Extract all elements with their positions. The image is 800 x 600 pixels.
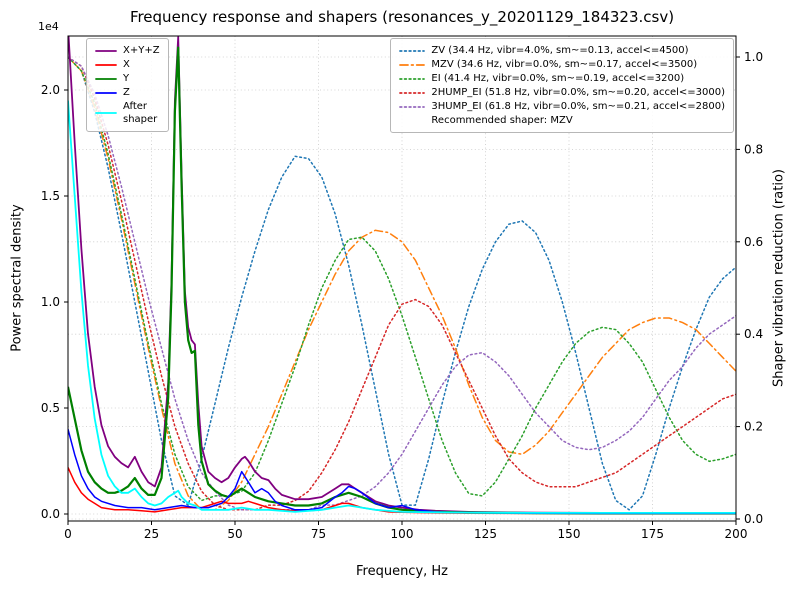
tick-label: 0 <box>64 527 72 541</box>
legend-item-EI: EI (41.4 Hz, vibr=0.0%, sm~=0.19, accel<… <box>399 72 725 85</box>
legend-label: MZV (34.6 Hz, vibr=0.0%, sm~=0.17, accel… <box>431 59 698 70</box>
tick-label: 75 <box>311 527 326 541</box>
tick-label: 150 <box>558 527 581 541</box>
series-y <box>68 46 736 515</box>
series-sum <box>68 36 736 515</box>
tick-label: 0.5 <box>41 401 60 415</box>
tick-label: 0.0 <box>41 507 60 521</box>
legend-label: Z <box>123 87 130 98</box>
legend-label: X <box>123 59 130 70</box>
left-axis-offset-label: 1e4 <box>38 20 59 33</box>
psd-curves <box>68 36 736 515</box>
tick-label: 0.4 <box>744 327 763 341</box>
legend-label: Y <box>123 73 130 84</box>
legend-line-swatch <box>399 63 426 66</box>
tick-label: 1.5 <box>41 189 60 203</box>
legend-item-ZV: ZV (34.4 Hz, vibr=4.0%, sm~=0.13, accel<… <box>399 44 725 57</box>
left-axis-title: Power spectral density <box>9 204 25 352</box>
legend-item-recommended-shaper: Recommended shaper: MZV <box>399 114 725 127</box>
series-2HUMP_EI <box>68 56 736 511</box>
series-3HUMP_EI <box>68 56 736 511</box>
tick-label: 0.6 <box>744 235 763 249</box>
psd-legend: X+Y+Z X Y Z After shaper <box>86 38 169 132</box>
legend-line-swatch <box>399 77 426 80</box>
tick-label: 0.8 <box>744 142 763 156</box>
tick-label: 175 <box>641 527 664 541</box>
series-MZV <box>68 56 736 511</box>
legend-line-swatch <box>95 49 117 52</box>
series-x <box>68 467 736 515</box>
shaper-curves <box>68 56 736 511</box>
axis-ticks <box>64 56 740 525</box>
legend-line-swatch <box>399 105 426 108</box>
legend-line-swatch <box>399 49 426 52</box>
legend-item-sum: X+Y+Z <box>95 44 160 57</box>
tick-label: 1.0 <box>41 295 60 309</box>
tick-label: 100 <box>391 527 414 541</box>
shaper-legend: ZV (34.4 Hz, vibr=4.0%, sm~=0.13, accel<… <box>390 38 734 133</box>
legend-item-z: Z <box>95 86 160 99</box>
tick-label: 25 <box>144 527 159 541</box>
tick-label: 125 <box>474 527 497 541</box>
tick-label: 50 <box>227 527 242 541</box>
tick-label: 200 <box>725 527 748 541</box>
legend-label: X+Y+Z <box>123 45 160 56</box>
legend-label: EI (41.4 Hz, vibr=0.0%, sm~=0.19, accel<… <box>431 73 685 84</box>
tick-label: 0.2 <box>744 420 763 434</box>
legend-item-x: X <box>95 58 160 71</box>
legend-line-swatch <box>95 63 117 66</box>
recommended-shaper-text: Recommended shaper: MZV <box>431 115 573 126</box>
legend-line-swatch <box>95 77 117 80</box>
legend-item-2HUMP_EI: 2HUMP_EI (51.8 Hz, vibr=0.0%, sm~=0.20, … <box>399 86 725 99</box>
x-axis-title: Frequency, Hz <box>355 564 449 579</box>
series-EI <box>68 56 736 502</box>
legend-item-3HUMP_EI: 3HUMP_EI (61.8 Hz, vibr=0.0%, sm~=0.21, … <box>399 100 725 113</box>
legend-item-MZV: MZV (34.6 Hz, vibr=0.0%, sm~=0.17, accel… <box>399 58 725 71</box>
series-z <box>68 429 736 515</box>
tick-labels: 0 25 50 75 100 125 150 175 2000.00.51.01.52.00.0… <box>41 50 763 541</box>
right-axis-title: Shaper vibration reduction (ratio) <box>771 169 787 387</box>
chart-title: Frequency response and shapers (resonanc… <box>129 8 675 26</box>
tick-label: 1.0 <box>744 50 763 64</box>
legend-label: After shaper <box>123 101 158 125</box>
tick-label: 0.0 <box>744 512 763 526</box>
legend-line-swatch <box>95 91 117 94</box>
legend-label: 2HUMP_EI (51.8 Hz, vibr=0.0%, sm~=0.20, … <box>431 87 725 98</box>
legend-line-swatch <box>95 112 117 114</box>
tick-label: 2.0 <box>41 83 60 97</box>
legend-line-swatch <box>399 91 426 94</box>
series-after-shaper <box>68 100 736 514</box>
legend-item-y: Y <box>95 72 160 85</box>
legend-label: 3HUMP_EI (61.8 Hz, vibr=0.0%, sm~=0.21, … <box>431 101 725 112</box>
legend-item-after-shaper: After shaper <box>95 100 160 126</box>
legend-label: ZV (34.4 Hz, vibr=4.0%, sm~=0.13, accel<… <box>431 45 689 56</box>
